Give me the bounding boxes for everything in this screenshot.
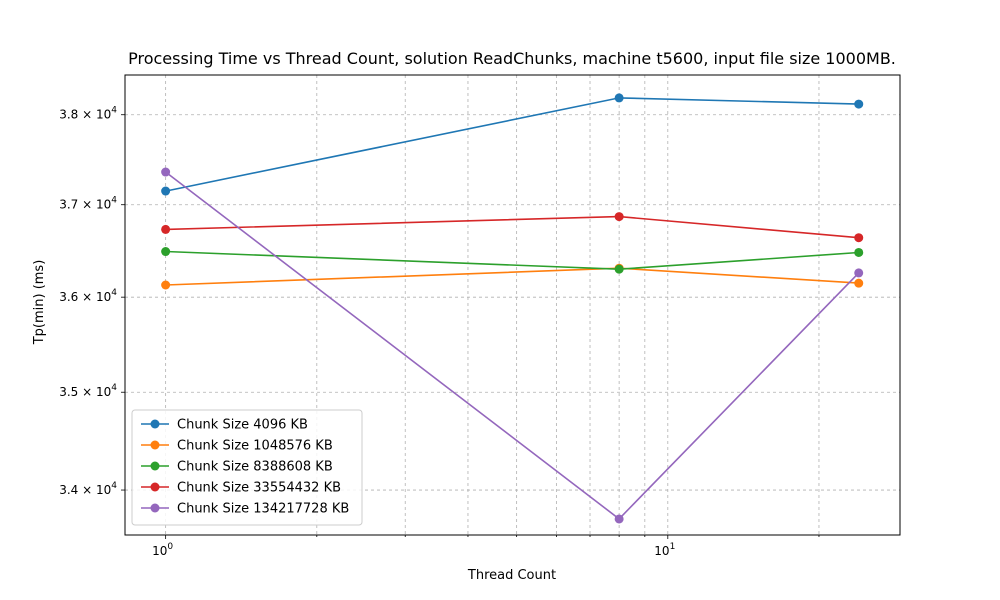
data-point <box>161 167 171 177</box>
legend-label: Chunk Size 1048576 KB <box>177 439 333 454</box>
chart-title: Processing Time vs Thread Count, solutio… <box>128 49 896 68</box>
legend-swatch-marker <box>150 503 160 513</box>
data-point <box>614 514 624 524</box>
y-tick-label: 3.5 × 104 <box>59 383 117 399</box>
y-tick-label: 3.4 × 104 <box>59 481 117 497</box>
data-point <box>854 247 864 257</box>
data-point <box>854 233 864 243</box>
data-point <box>614 93 624 103</box>
plot-area: 3.4 × 104 3.5 × 104 3.6 × 104 3.7 × 104 3.8 … <box>59 74 901 558</box>
data-point <box>161 247 171 257</box>
legend-label: Chunk Size 33554432 KB <box>177 481 341 496</box>
y-axis-label: Tp(min) (ms) <box>32 260 47 346</box>
legend: Chunk Size 4096 KB Chunk Size 1048576 KB C… <box>131 409 363 526</box>
data-point <box>614 212 624 222</box>
legend-label: Chunk Size 134217728 KB <box>177 502 349 517</box>
y-tick-label: 3.8 × 104 <box>59 106 117 122</box>
data-point <box>854 99 864 109</box>
y-tick-label: 3.6 × 104 <box>59 288 117 304</box>
data-point <box>161 224 171 234</box>
legend-swatch-marker <box>150 461 160 471</box>
axes-frame <box>124 74 901 536</box>
data-point <box>854 268 864 278</box>
legend-swatch-marker <box>150 419 160 429</box>
legend-swatch-marker <box>150 482 160 492</box>
y-tick-label: 3.7 × 104 <box>59 196 117 212</box>
legend-label: Chunk Size 4096 KB <box>177 418 308 433</box>
data-point <box>161 280 171 290</box>
x-axis-label: Thread Count <box>467 568 556 583</box>
data-point <box>161 186 171 196</box>
legend-label: Chunk Size 8388608 KB <box>177 460 333 475</box>
legend-swatch-marker <box>150 440 160 450</box>
data-point <box>854 278 864 288</box>
legend-box <box>131 409 363 526</box>
data-point <box>614 264 624 274</box>
